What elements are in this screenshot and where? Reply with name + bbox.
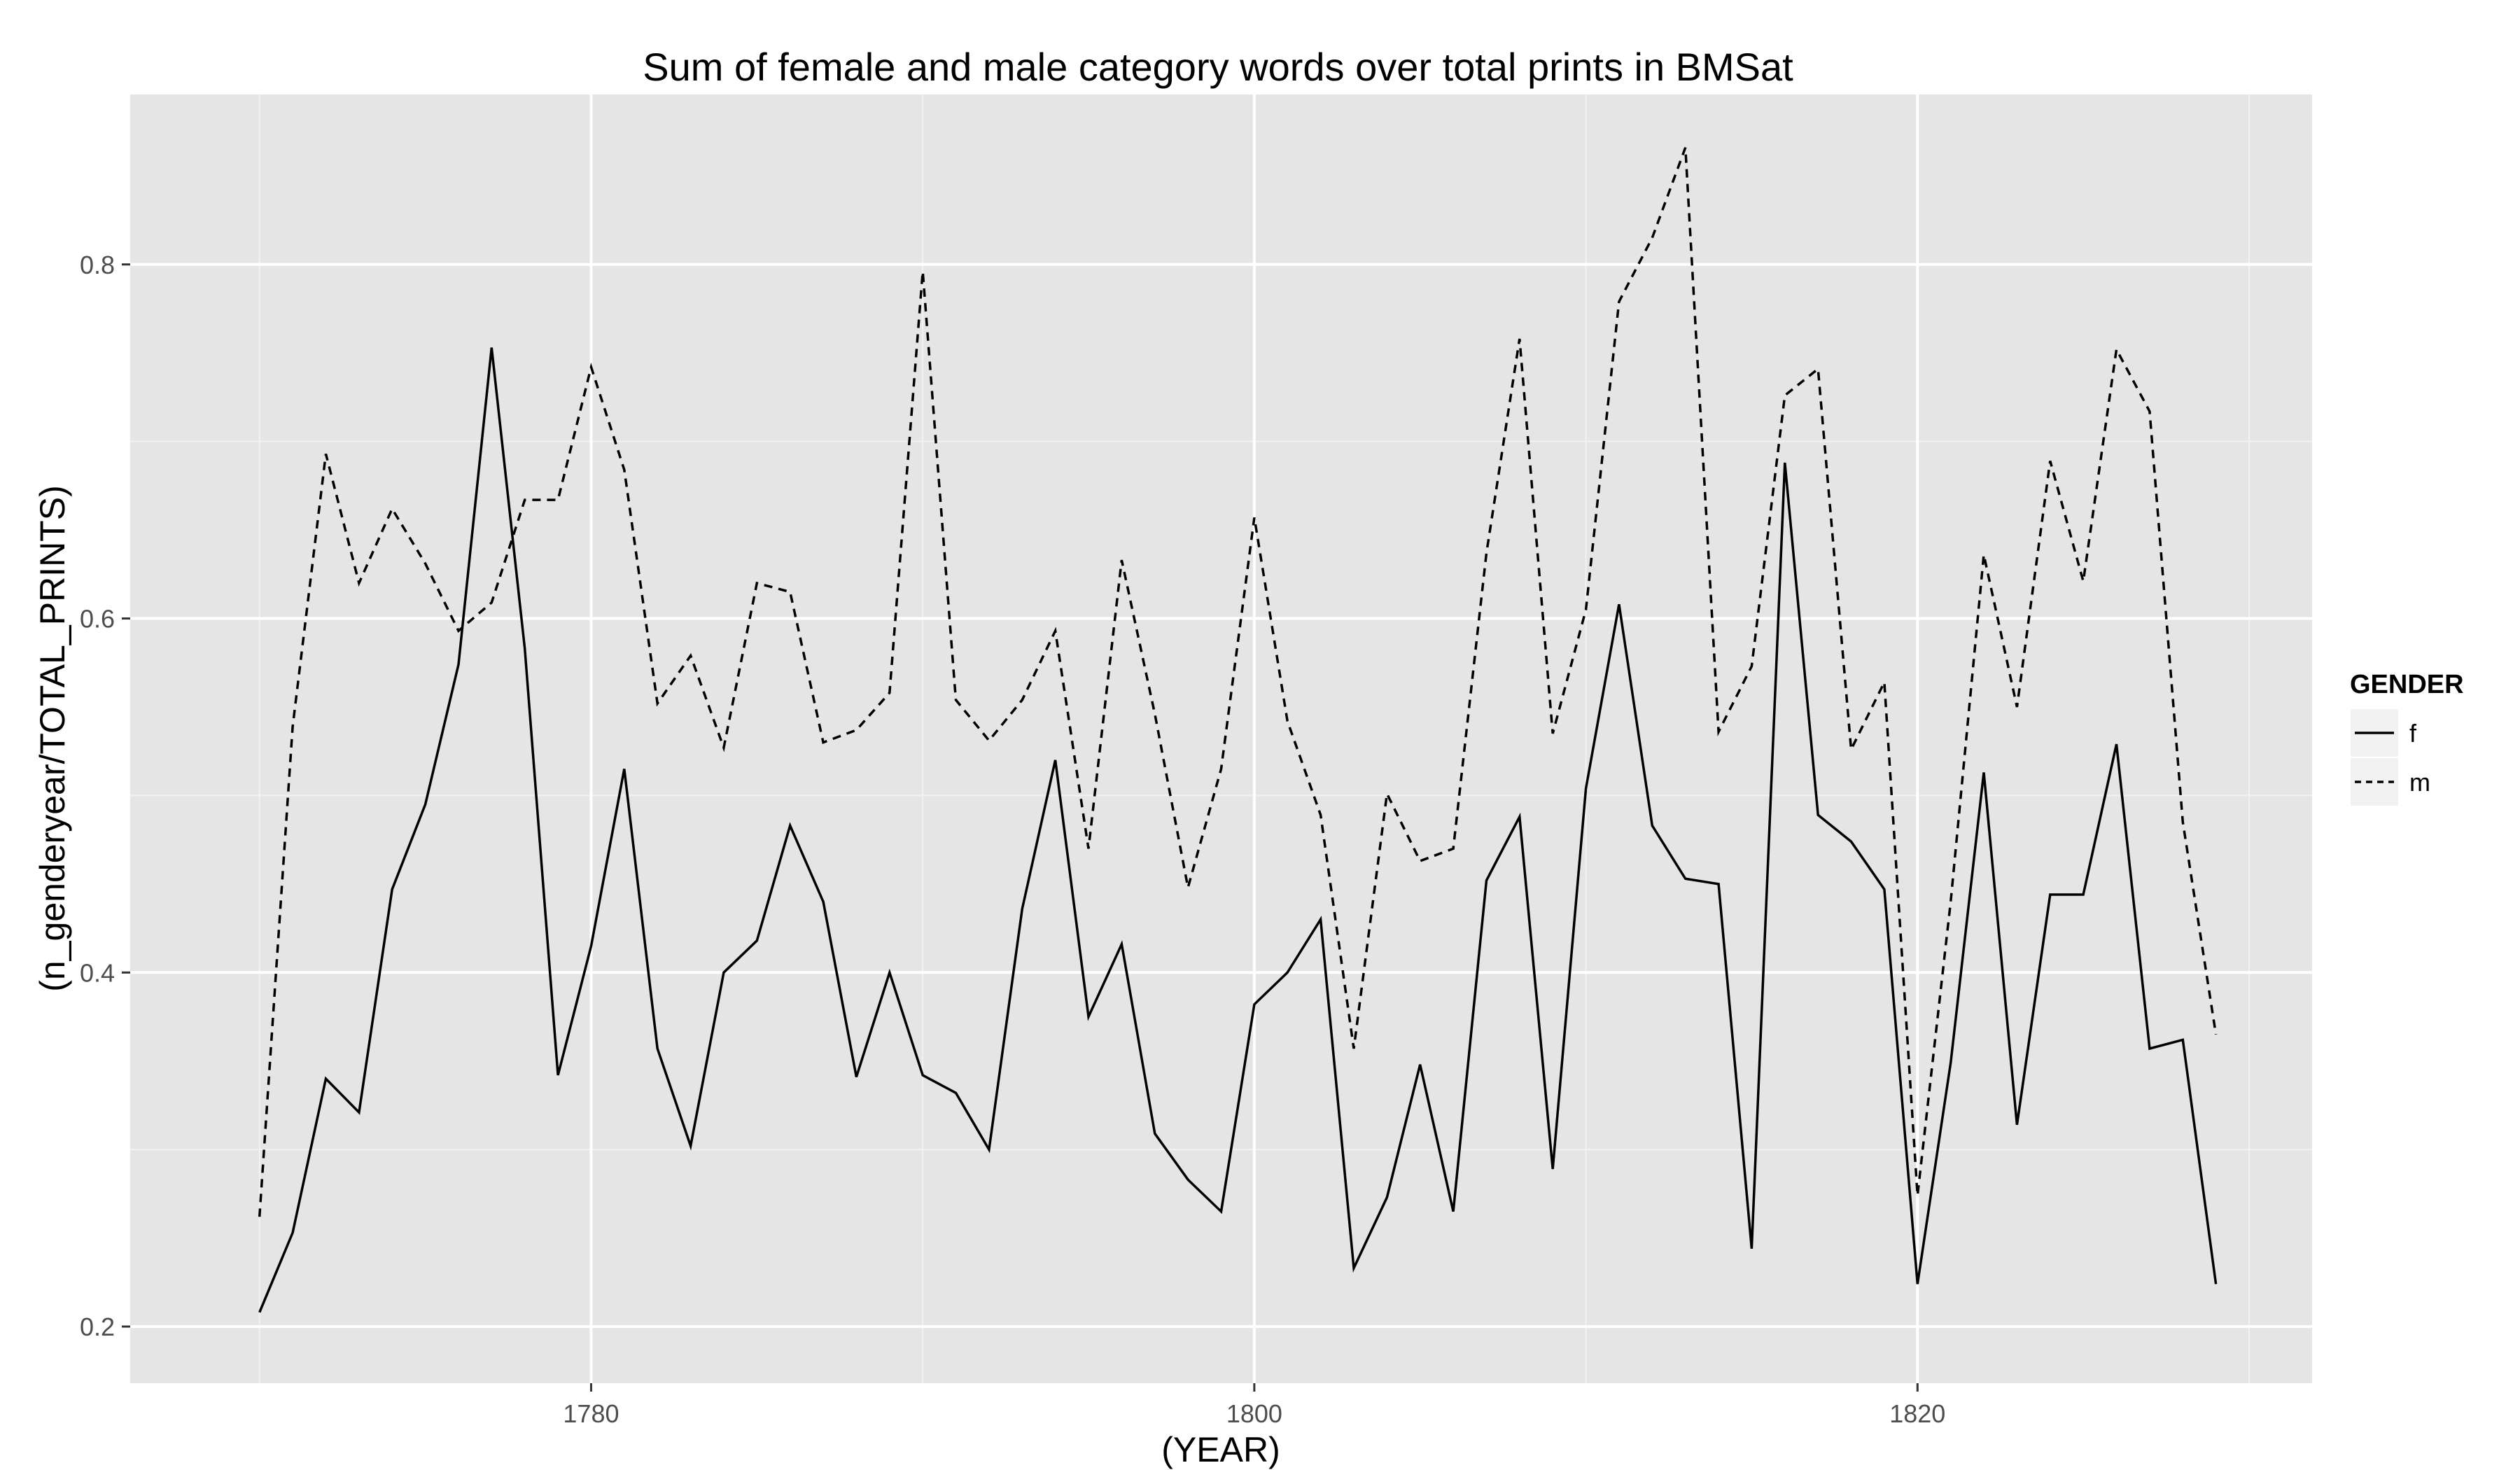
x-axis-title: (YEAR) <box>1161 1430 1280 1469</box>
data-series <box>258 147 2218 1313</box>
y-axis-title: (n_genderyear/TOTAL_PRINTS) <box>33 485 72 991</box>
legend-label-m: m <box>2409 768 2430 797</box>
plot-panel <box>130 94 2312 1383</box>
legend-items: fm <box>2349 708 2430 807</box>
y-tick-label: 0.4 <box>80 958 115 987</box>
major-gridlines <box>130 94 2312 1383</box>
series-line-f <box>258 347 2218 1313</box>
y-axis: 0.2 0.4 0.6 0.8 <box>80 251 130 1341</box>
x-tick-label: 1800 <box>1226 1399 1282 1428</box>
chart-title: Sum of female and male category words ov… <box>643 45 1793 89</box>
minor-gridlines <box>130 94 2312 1383</box>
y-tick-label: 0.6 <box>80 605 115 634</box>
y-tick-label: 0.2 <box>80 1312 115 1341</box>
legend: GENDER fm <box>2349 670 2464 807</box>
legend-title: GENDER <box>2350 670 2464 699</box>
x-tick-label: 1820 <box>1889 1399 1945 1428</box>
x-tick-label: 1780 <box>563 1399 619 1428</box>
y-tick-label: 0.8 <box>80 251 115 279</box>
x-axis: 1780 1800 1820 <box>563 1383 1945 1428</box>
series-line-m <box>258 147 2218 1217</box>
legend-label-f: f <box>2409 719 2417 748</box>
